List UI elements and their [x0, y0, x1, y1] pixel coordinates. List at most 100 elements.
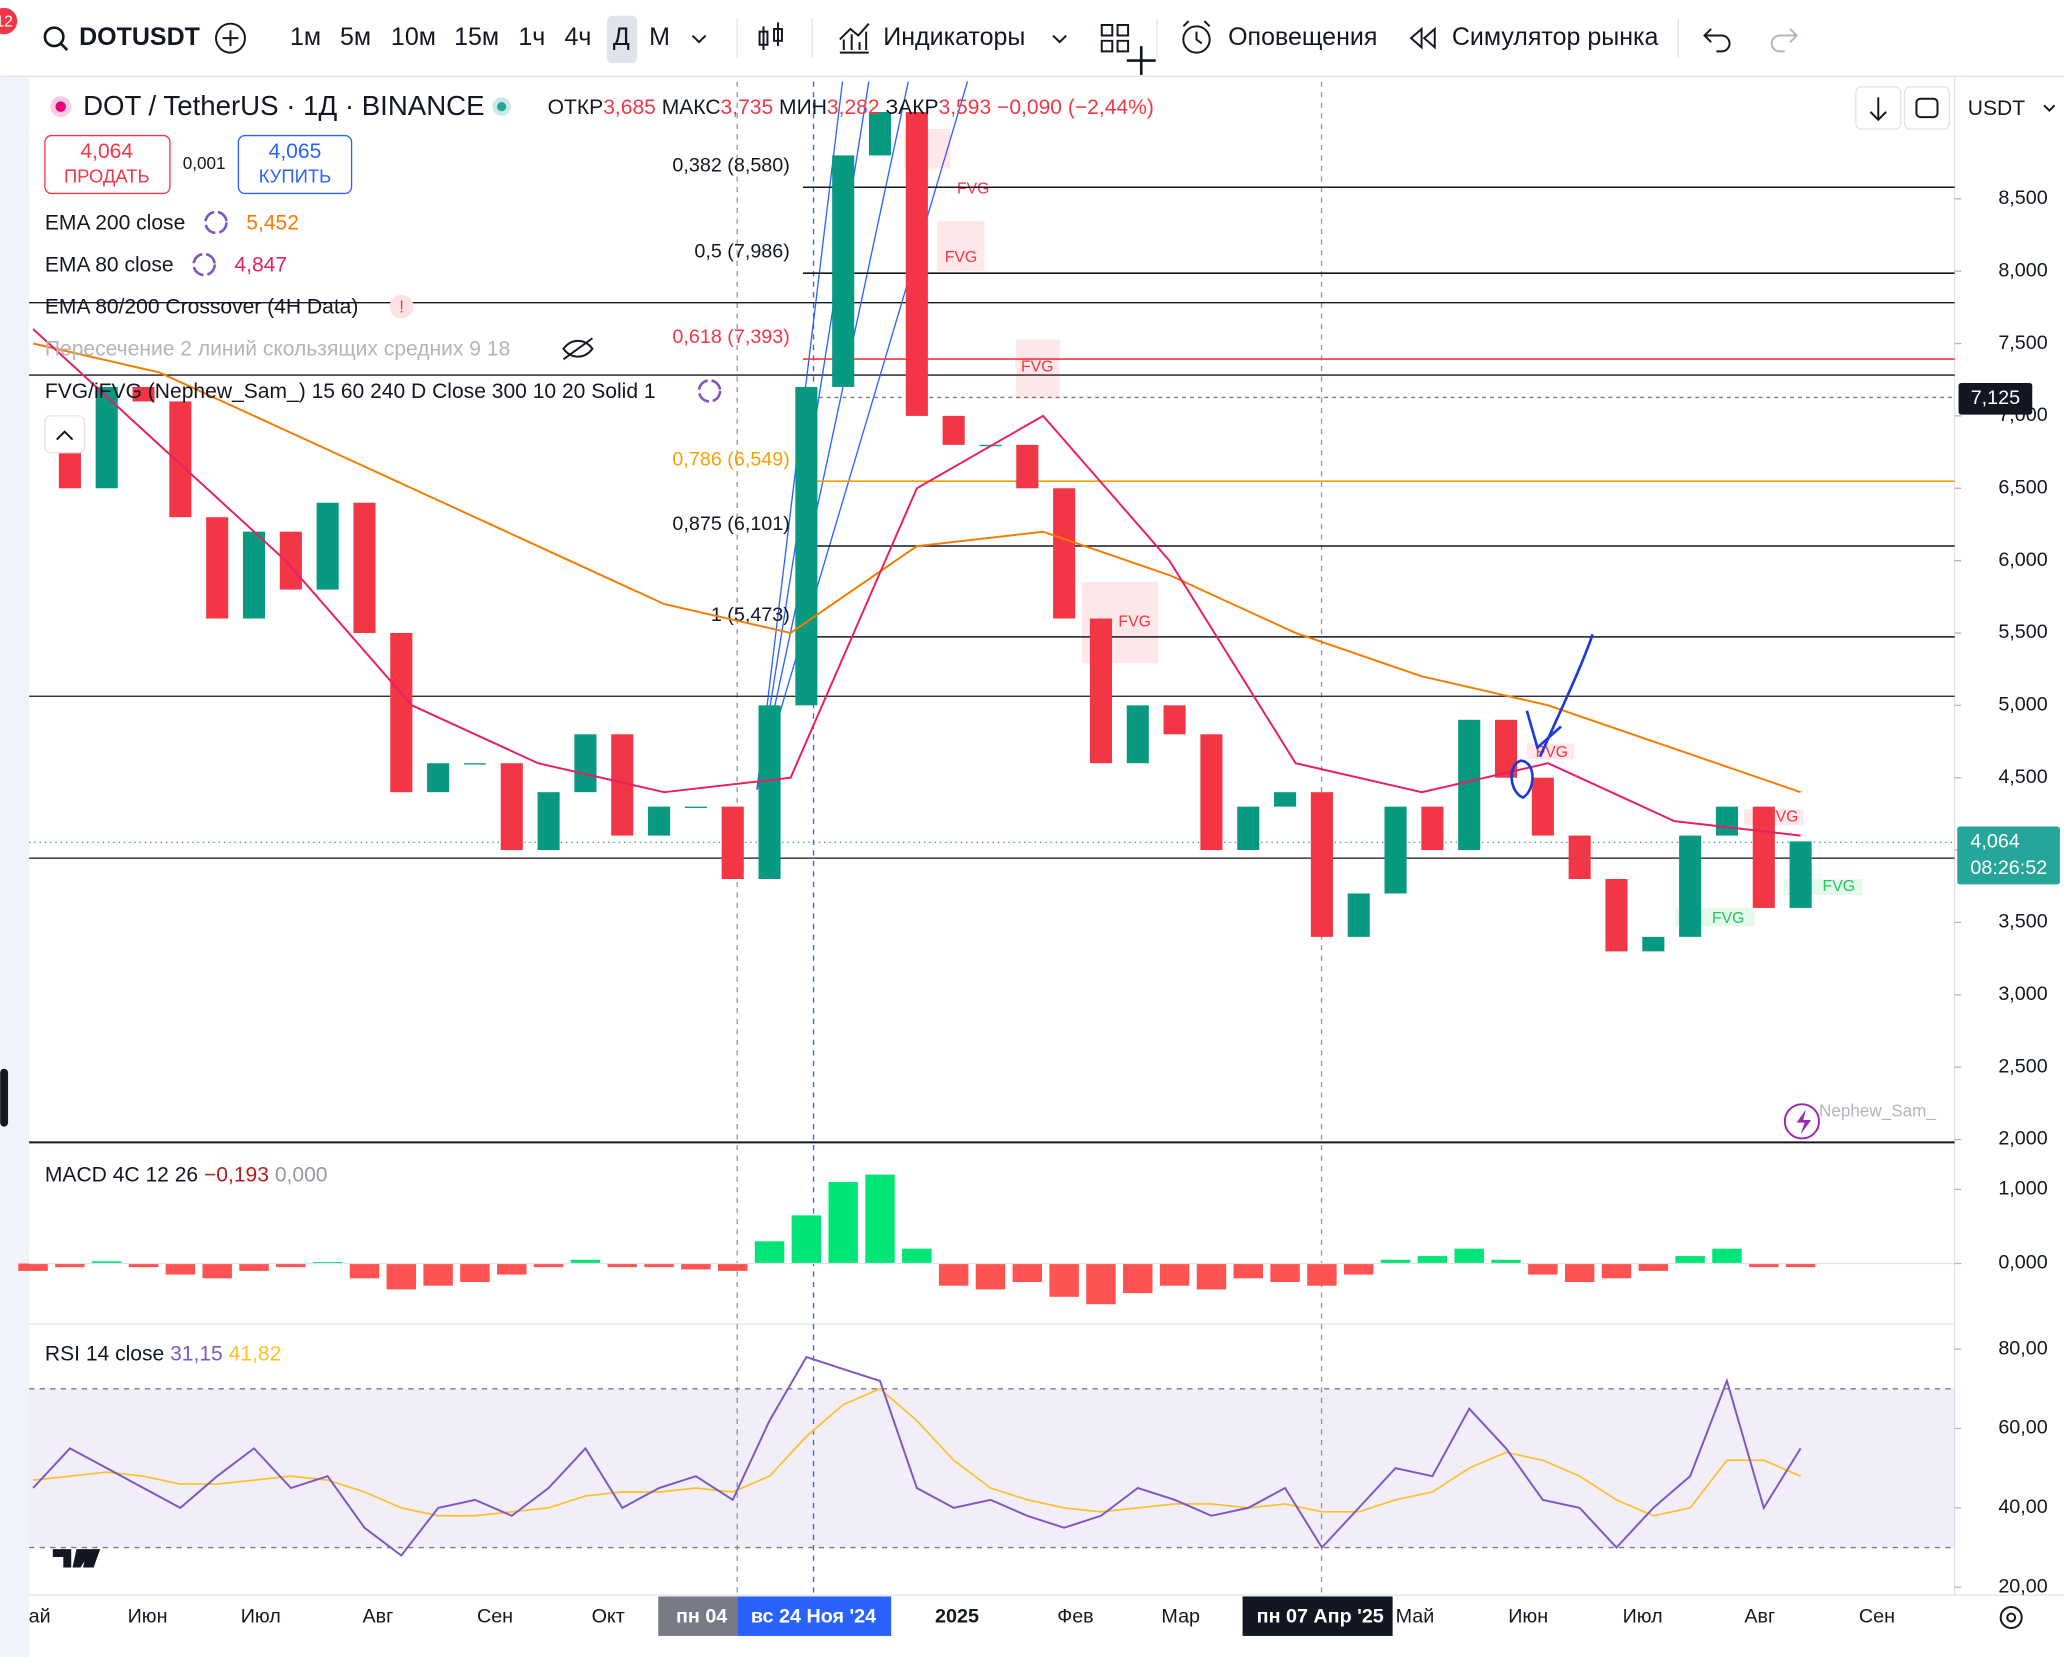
rsi-band	[29, 1388, 1955, 1548]
screenshot-button[interactable]	[1903, 86, 1950, 130]
search-icon[interactable]	[43, 26, 65, 48]
macd-bar	[423, 1263, 453, 1286]
symbol[interactable]: DOTUSDT	[79, 23, 200, 51]
time-label: Июн	[1508, 1606, 1548, 1628]
scroll-button[interactable]	[1855, 86, 1902, 130]
settings[interactable]	[1999, 1606, 2023, 1630]
macd-bar	[18, 1263, 48, 1271]
rsi-line	[32, 1355, 1802, 1557]
interval[interactable]: 15м	[454, 23, 499, 51]
candle	[500, 763, 523, 851]
indicators-menu[interactable]	[1052, 34, 1067, 44]
sell-button[interactable]	[44, 134, 171, 195]
macd-bar	[1123, 1263, 1153, 1294]
macd-bar	[349, 1263, 380, 1279]
alerts-icon[interactable]	[1182, 25, 1211, 54]
rsi-tick-label: 20,00	[1998, 1575, 2047, 1597]
macd-name: MACD 4C 12 26	[45, 1163, 198, 1186]
macd-bar	[128, 1263, 159, 1268]
rsi-ma-line	[32, 1387, 1801, 1517]
drawn-arrow-head	[1525, 710, 1562, 750]
price-tick-label: 5,000	[1998, 694, 2047, 716]
alerts-button[interactable]: Оповещения	[1228, 23, 1377, 51]
macd-bar	[312, 1261, 343, 1264]
currency[interactable]: USDT	[1968, 97, 2025, 120]
notification-count: 12	[0, 14, 13, 31]
interval-menu[interactable]	[691, 34, 707, 44]
candle	[390, 632, 413, 793]
candle	[206, 517, 229, 619]
time-label: Сен	[1859, 1606, 1895, 1628]
macd-bar	[1270, 1263, 1300, 1282]
price-tick-label: 8,500	[1998, 187, 2047, 209]
interval[interactable]: М	[649, 23, 670, 51]
candle	[1347, 893, 1370, 937]
fvg-label: FVG	[1712, 910, 1744, 927]
macd-bar	[938, 1263, 969, 1286]
indicators-button[interactable]: Индикаторы	[883, 23, 1025, 51]
indicator-error[interactable]	[389, 294, 414, 319]
interval[interactable]: Д	[613, 23, 630, 51]
interval[interactable]: 1м	[290, 23, 321, 51]
fvg-label: FVG	[1823, 878, 1855, 895]
replay-icon[interactable]	[1409, 26, 1436, 50]
interval[interactable]: 1ч	[518, 23, 545, 51]
buy-button[interactable]	[237, 134, 353, 195]
indicator-error-icon: !	[399, 297, 404, 316]
templates-icon[interactable]	[1100, 24, 1130, 53]
side-handle[interactable]	[0, 1068, 9, 1127]
macd-bar	[754, 1241, 785, 1264]
candle	[1789, 841, 1812, 908]
redo[interactable]	[1770, 28, 1799, 53]
indicator-name: EMA 80/200 Crossover (4H Data)	[45, 296, 359, 319]
macd-bar	[717, 1263, 748, 1271]
rsi-tick-label: 80,00	[1998, 1337, 2047, 1359]
marked-price: 7,125	[1971, 387, 2020, 409]
interval[interactable]: 10м	[391, 23, 436, 51]
indicator-name: EMA 80 close	[45, 253, 174, 276]
time-label: Фев	[1057, 1606, 1093, 1628]
indicators-icon[interactable]	[839, 23, 870, 54]
price-tick-label: 6,500	[1998, 476, 2047, 498]
compare-button[interactable]	[215, 22, 246, 54]
replay-button[interactable]: Симулятор рынка	[1452, 23, 1659, 51]
chart-type-icon[interactable]	[758, 22, 783, 51]
time-label: Сен	[477, 1606, 513, 1628]
fib-label: 1 (5,473)	[711, 604, 790, 626]
undo[interactable]	[1703, 28, 1731, 53]
macd-bar	[239, 1263, 269, 1271]
macd-bar	[1712, 1248, 1742, 1264]
ohlc-label: ОТКР	[548, 95, 604, 118]
macd-bar	[1601, 1263, 1632, 1279]
candle	[1752, 806, 1775, 908]
time-label: Окт	[592, 1606, 625, 1628]
author-logo	[1783, 1103, 1821, 1140]
collapse-icon	[56, 430, 74, 441]
macd-bar	[1196, 1263, 1227, 1290]
macd-bar	[902, 1248, 932, 1264]
candle	[1237, 806, 1260, 851]
indicator-name-hidden: Пересечение 2 линий скользящих средних 9…	[45, 338, 510, 361]
currency-menu[interactable]	[2043, 104, 2056, 112]
notification-badge[interactable]	[0, 7, 18, 35]
candle	[1126, 705, 1149, 764]
collapse-legend[interactable]	[44, 415, 86, 454]
fvg-label: FVG	[1118, 614, 1150, 631]
ema80-line	[32, 328, 1801, 837]
intervals: 1м 5м 10м 15м 1ч 4ч Д М	[290, 23, 670, 51]
candle	[537, 792, 560, 851]
macd-bar	[570, 1259, 601, 1264]
macd-bar	[607, 1263, 637, 1268]
hidden-icon[interactable]	[562, 337, 594, 361]
macd-bar	[386, 1263, 417, 1290]
price-tick-label: 3,500	[1998, 911, 2047, 933]
indicator-source[interactable]	[204, 210, 228, 235]
macd-bar	[460, 1263, 490, 1282]
indicator-source[interactable]	[697, 379, 722, 403]
interval[interactable]: 4ч	[564, 23, 591, 51]
macd-bar	[91, 1261, 122, 1264]
candle	[316, 502, 339, 590]
candle	[132, 386, 155, 402]
interval[interactable]: 5м	[340, 23, 371, 51]
macd-bar	[497, 1263, 527, 1275]
